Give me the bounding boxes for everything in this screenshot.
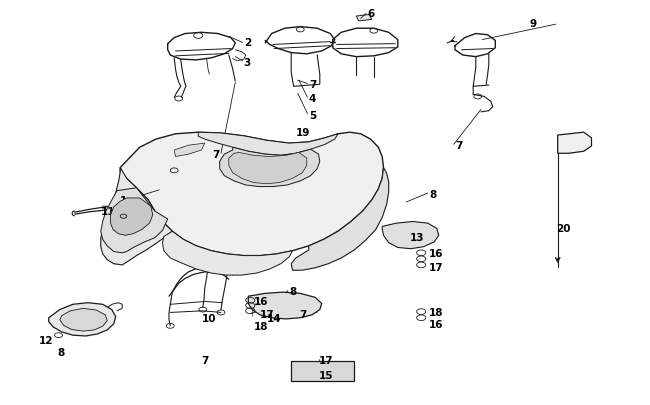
Text: 18: 18 xyxy=(254,321,268,331)
Polygon shape xyxy=(120,133,384,256)
Polygon shape xyxy=(49,303,116,336)
Polygon shape xyxy=(356,15,372,22)
Polygon shape xyxy=(248,292,322,319)
Polygon shape xyxy=(220,148,320,187)
Text: 4: 4 xyxy=(309,94,316,104)
Text: 12: 12 xyxy=(39,335,53,345)
Ellipse shape xyxy=(179,147,195,154)
Polygon shape xyxy=(111,198,153,236)
Text: 10: 10 xyxy=(202,313,216,323)
Text: 6: 6 xyxy=(367,9,374,19)
Text: 8: 8 xyxy=(57,347,64,357)
Text: 7: 7 xyxy=(213,150,220,160)
Text: 3: 3 xyxy=(244,58,251,68)
Text: 11: 11 xyxy=(101,207,115,216)
Text: 5: 5 xyxy=(309,111,316,120)
Polygon shape xyxy=(198,133,338,156)
Text: 16: 16 xyxy=(429,319,443,329)
Text: 1: 1 xyxy=(120,196,127,205)
Polygon shape xyxy=(229,153,307,184)
Text: 7: 7 xyxy=(455,141,462,151)
Polygon shape xyxy=(291,168,389,271)
Polygon shape xyxy=(382,222,439,249)
Text: 16: 16 xyxy=(429,248,443,258)
Text: 2: 2 xyxy=(244,38,251,47)
Text: 14: 14 xyxy=(266,313,281,323)
Text: 17: 17 xyxy=(260,309,274,319)
Text: 8: 8 xyxy=(429,190,436,199)
Polygon shape xyxy=(291,361,354,382)
Text: 7: 7 xyxy=(309,80,316,90)
Text: 7: 7 xyxy=(202,356,209,365)
Polygon shape xyxy=(558,133,592,154)
Text: 17: 17 xyxy=(429,262,443,272)
Text: 8: 8 xyxy=(289,287,296,296)
Text: 8: 8 xyxy=(246,157,254,167)
Text: 17: 17 xyxy=(318,355,333,364)
Polygon shape xyxy=(174,144,205,157)
Text: 19: 19 xyxy=(296,128,310,138)
Text: 13: 13 xyxy=(410,232,424,242)
Text: 9: 9 xyxy=(530,19,537,29)
Text: 7: 7 xyxy=(299,309,306,319)
Polygon shape xyxy=(162,232,292,275)
Text: 16: 16 xyxy=(254,297,268,307)
Polygon shape xyxy=(101,168,172,265)
Polygon shape xyxy=(101,188,168,253)
Text: 18: 18 xyxy=(429,307,443,317)
Polygon shape xyxy=(60,309,107,331)
Text: 20: 20 xyxy=(556,224,570,234)
Text: 15: 15 xyxy=(318,370,333,379)
